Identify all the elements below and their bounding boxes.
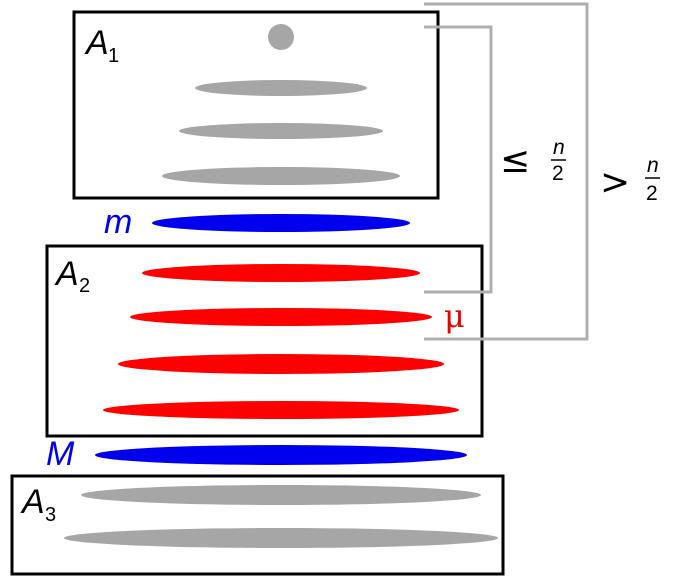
a1-element-bar xyxy=(162,167,400,185)
small-m-label: m xyxy=(104,203,132,241)
outer-bracket-numerator: n xyxy=(647,154,659,177)
a2-element-bar xyxy=(118,354,444,374)
outer-bracket-denominator: 2 xyxy=(646,182,658,205)
a1-element-dot xyxy=(268,24,294,50)
mu-label: μ xyxy=(444,297,465,335)
group-a2-subscript: 2 xyxy=(79,275,90,297)
big-m-element-bar xyxy=(95,445,467,465)
a2-element-bar xyxy=(130,308,432,326)
inner-bracket xyxy=(424,25,493,294)
inner-bracket-denominator: 2 xyxy=(552,162,564,185)
a2-element-bar xyxy=(142,264,420,282)
group-a1-subscript: 1 xyxy=(108,45,119,67)
group-a3-label: A xyxy=(20,483,45,521)
group-a3-subscript: 3 xyxy=(45,504,56,526)
a2-element-bar xyxy=(103,401,459,419)
inner-bracket-symbol: ≤ xyxy=(500,140,530,181)
group-a3-box xyxy=(10,474,505,576)
a1-element-bar xyxy=(179,123,383,139)
big-m-label: M xyxy=(46,435,75,473)
outer-bracket xyxy=(424,2,589,341)
group-a1-box xyxy=(72,10,440,200)
a3-element-bar xyxy=(81,485,481,505)
outer-bracket-symbol: > xyxy=(600,162,630,203)
a1-element-bar xyxy=(195,80,367,96)
group-a2-label: A xyxy=(54,255,79,293)
a3-element-bar xyxy=(64,528,498,548)
inner-bracket-numerator: n xyxy=(553,136,565,159)
group-a2-box xyxy=(45,244,484,438)
small-m-element-bar xyxy=(152,214,410,232)
group-a1-label: A xyxy=(84,24,109,62)
